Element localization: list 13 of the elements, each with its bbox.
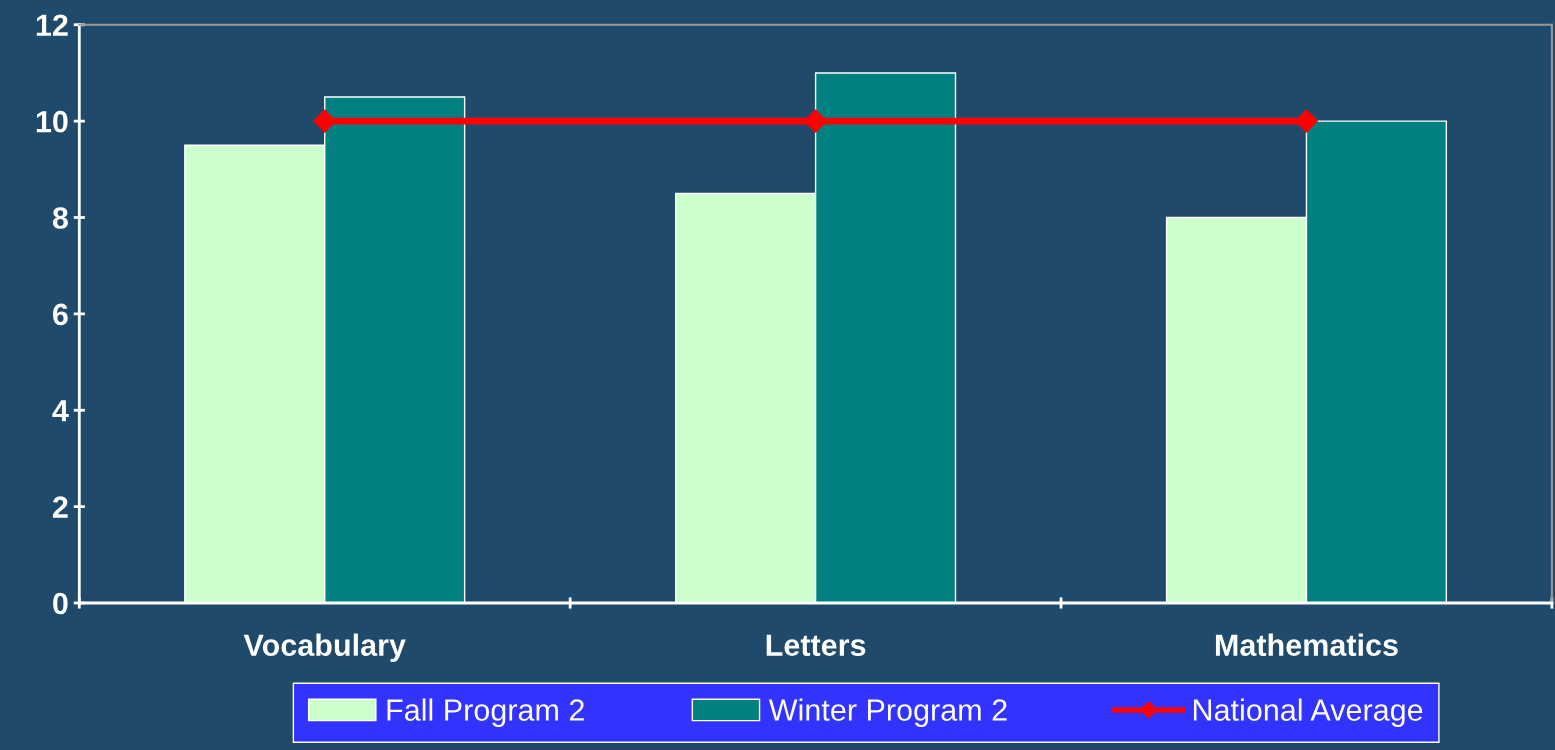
y-tick-label: 0 [53,592,68,615]
x-tick-label: Mathematics [1215,633,1398,656]
y-tick-label: 6 [53,303,68,326]
x-tick-label: Letters [766,634,866,656]
y-tick-label: 4 [52,400,69,422]
legend-label: National Average [1193,698,1423,727]
legend-label: Fall Program 2 [387,698,584,727]
y-tick-label: 10 [36,110,68,133]
legend-label: Winter Program 2 [768,698,1007,727]
y-tick-label: 2 [52,496,68,518]
y-tick-label: 8 [52,207,68,229]
x-tick-label: Vocabulary [243,633,406,663]
y-tick-label: 12 [36,14,68,36]
